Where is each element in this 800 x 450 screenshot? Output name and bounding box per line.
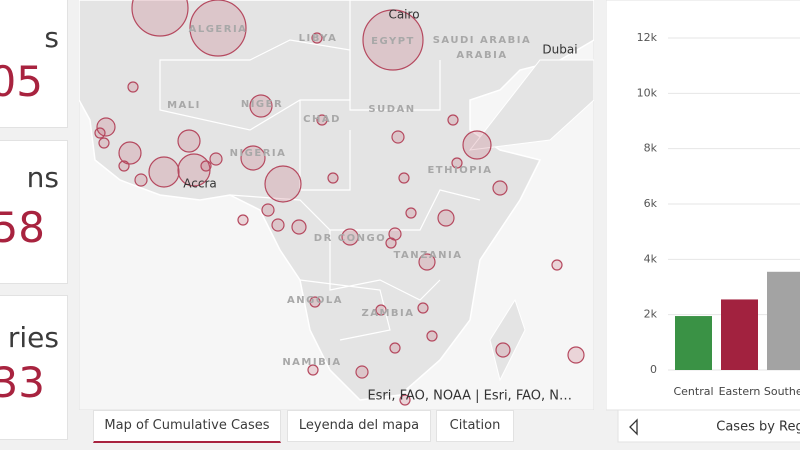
case-circle [240,145,266,171]
map-label: ETHIOPIA [427,165,492,176]
case-circle [189,0,247,57]
case-circle [311,32,323,44]
case-circle [264,165,302,203]
bar [767,271,800,370]
map-label: SAUDI ARABIA [433,35,532,46]
case-circle [451,157,463,169]
city-label: Dubai [542,43,577,57]
case-circle [291,219,307,235]
y-tick-label: 10k [637,86,658,99]
case-circle [327,172,339,184]
stat-label: s [44,21,59,54]
case-circle [399,394,411,406]
y-tick-label: 2k [644,308,658,321]
stat-label: ns [26,161,59,194]
case-circle [237,214,249,226]
case-circle [200,160,212,172]
stat-value: 05 [0,57,43,106]
stat-value: 58 [0,203,45,252]
map-label: ANGOLA [287,295,343,306]
bar [675,316,712,370]
x-tick-label: Souther [764,385,800,398]
case-circle [148,156,180,188]
case-circle [127,81,139,93]
case-circle [462,130,492,160]
map-label: LIBYA [299,33,338,44]
y-tick-label: 8k [644,142,658,155]
tab[interactable]: Leyenda del mapa [287,410,431,442]
case-circle [94,127,106,139]
case-circle [417,302,429,314]
city-label: Accra [183,177,216,191]
case-circle [209,152,223,166]
y-tick-label: 6k [644,197,658,210]
map-label: NIGER [241,99,283,110]
case-circles [94,0,585,406]
tab[interactable]: Map of Cumulative Cases [93,410,281,443]
case-circle [437,209,455,227]
case-circle [385,237,397,249]
case-circle [362,9,424,71]
bar [721,299,758,370]
map-label: TANZANIA [394,250,463,261]
case-circle [134,173,148,187]
case-circle [426,330,438,342]
case-circle [492,180,508,196]
chart-footer: Cases by Reg [716,420,800,435]
case-circle [447,114,459,126]
case-circle [271,218,285,232]
case-circle [405,207,417,219]
stat-card: s 05 [0,0,68,128]
map-label: ARABIA [456,50,507,61]
x-tick-label: Eastern [719,385,761,398]
case-circle [495,342,511,358]
stat-card: ries 33 [0,295,68,440]
map-label: NAMIBIA [282,357,341,368]
tab[interactable]: Citation [436,410,514,442]
y-tick-label: 12k [637,31,658,44]
case-circle [177,129,201,153]
case-circle [177,153,211,187]
case-circle [316,114,328,126]
case-circle [391,130,405,144]
case-circle [249,94,273,118]
map-label: ZAMBIA [361,308,414,319]
case-circle [355,365,369,379]
map-label: ALGERIA [189,24,248,35]
map-label: CHAD [303,114,341,125]
case-circle [261,203,275,217]
case-circle [389,342,401,354]
case-circle [309,296,321,308]
x-tick-label: Central [673,385,713,398]
case-circle [551,259,563,271]
chart: Cases by Reg 0 2k 4k 6k 8k 10k 12k Central Easte… [606,0,800,443]
case-circle [131,0,189,37]
case-circle [118,160,130,172]
map-label: NIGERIA [230,148,287,159]
case-circle [375,304,387,316]
case-circle [398,172,410,184]
case-circle [118,141,142,165]
stat-label: ries [7,321,59,354]
map-label: SUDAN [368,104,415,115]
city-label: Cairo [388,8,419,22]
map-label: MALI [167,100,201,111]
stat-value: 33 [0,358,45,407]
case-circle [98,137,110,149]
y-tick-label: 4k [644,252,658,265]
case-circle [341,228,359,246]
map-label: EGYPT [371,36,415,47]
case-circle [96,117,116,137]
prev-arrow[interactable] [629,418,638,436]
stat-card: ns 58 [0,140,68,284]
map-attribution: Esri, FAO, NOAA | Esri, FAO, N… [367,389,572,404]
y-tick-label: 0 [650,363,657,376]
case-circle [567,346,585,364]
case-circle [307,364,319,376]
case-circle [418,253,436,271]
map-label: DR CONGO [314,233,386,244]
map[interactable]: ALGERIA LIBYA EGYPT SAUDI ARABIA ARABIA … [79,0,594,410]
